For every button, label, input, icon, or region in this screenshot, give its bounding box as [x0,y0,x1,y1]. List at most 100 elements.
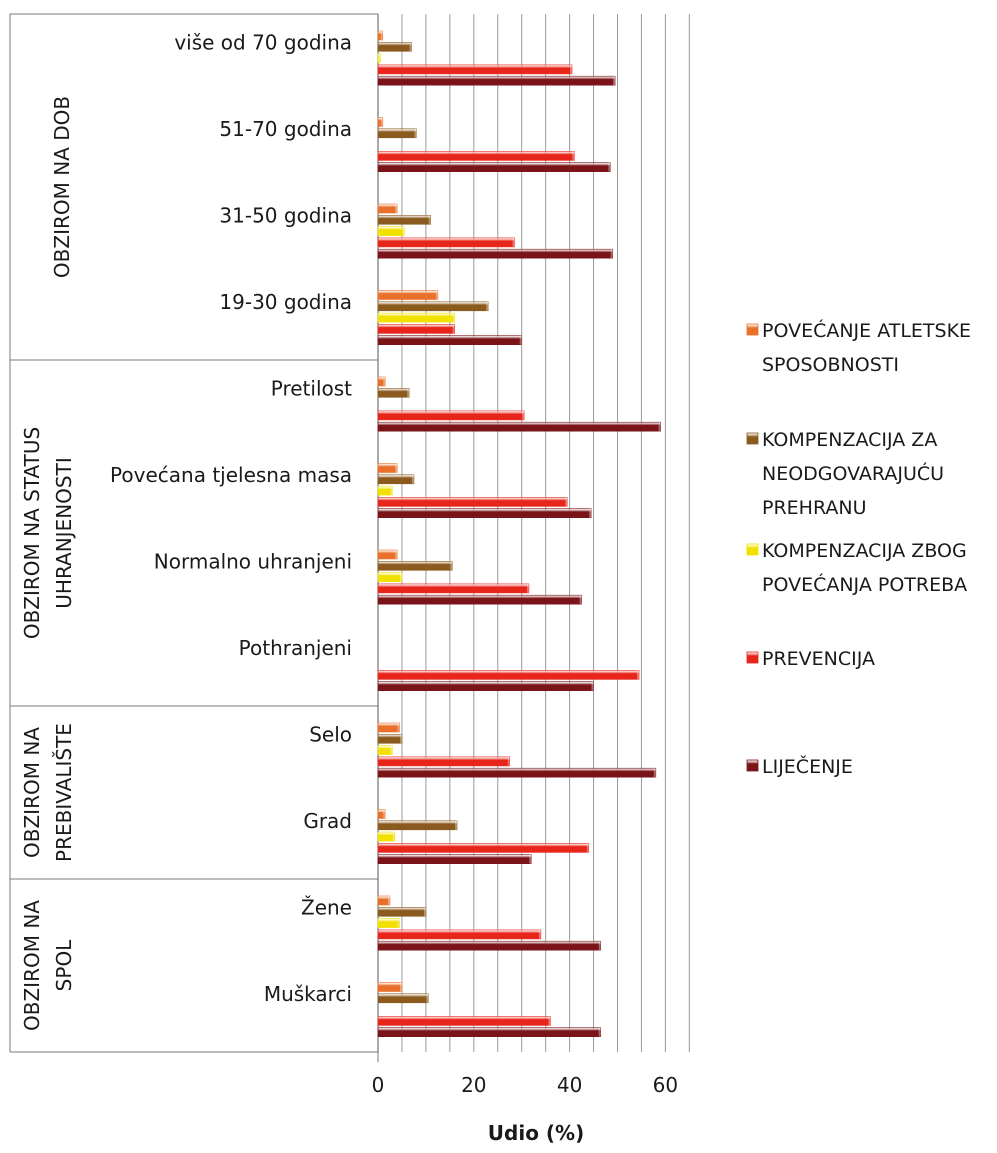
category-label-muskarci: Muškarci [264,982,352,1006]
bar-highlight [380,31,383,40]
bar-kompenzacija-za-neodgovarajucu-prehranu-31-50-godina [377,215,431,225]
bar-highlight [589,508,592,518]
bar-highlight [591,681,594,691]
group-label-obzirom-na-dob: OBZIROM NA DOB [50,96,74,278]
bar-highlight [526,583,529,593]
bar-kompenzacija-za-neodgovarajucu-prehranu-povecana-tjelesna-masa [377,474,415,485]
gridlines [377,14,690,1052]
category-label-zene: Žene [301,895,352,919]
bar-highlight [435,290,438,300]
bar-prevencija-19-30-godina [377,324,455,334]
bar-povecanje-atletske-sposobnosti-selo [377,722,400,733]
bar-kompenzacija-zbog-povecanja-potreba-31-50-godina [377,226,405,236]
bar-povecanje-atletske-sposobnosti-51-70-godina [377,117,384,127]
bar-lijecenje-pothranjeni [377,681,594,692]
bar-povecanje-atletske-sposobnosti-povecana-tjelesna-masa [377,463,398,473]
bar-highlight [522,410,525,420]
category-label-selo: Selo [309,722,352,746]
bar-highlight [450,561,453,571]
category-label-normalno-uhranjeni: Normalno uhranjeni [154,549,352,573]
bar-highlight [414,128,417,138]
bar-lijecenje-pretilost [377,421,661,432]
bar-kompenzacija-zbog-povecanja-potreba-19-30-godina [377,312,455,323]
bar-highlight [608,162,611,172]
bar-highlight [572,151,575,161]
bar-highlight [486,301,489,311]
bar-prevencija-povecana-tjelesna-masa [377,497,568,507]
bar-povecanje-atletske-sposobnosti-vise-od-70-godina [377,30,384,41]
bar-highlight [637,670,640,680]
category-labels: više od 70 godina 51-70 godina 31-50 godin… [110,30,352,1006]
bar-highlight [402,226,405,236]
category-label-pothranjeni: Pothranjeni [239,636,352,660]
legend-label-kompenzacija-za-neodgovarajucu-prehranu: KOMPENZACIJA ZA NEODGOVARAJUĆU PREHRANU [762,429,944,519]
legend-swatch-kompenzacija-zbog-povecanja-potreba [746,543,759,556]
bar-prevencija-zene [377,929,542,940]
group-label-obzirom-na-status-uhranjenosti: OBZIROM NA STATUS UHRANJENOSTI [20,427,76,639]
category-label-vise-od-70-godina: više od 70 godina [174,30,352,54]
bar-highlight [452,324,455,334]
legend-swatch-povecanje-atletske-sposobnosti [746,323,759,336]
bar-highlight [411,474,414,484]
x-tick-label: 40 [557,1073,582,1097]
bar-highlight [529,854,532,864]
bar-lijecenje-vise-od-70-godina [377,75,616,86]
bar-highlight [512,237,515,247]
x-axis: 0 20 40 60 Udio (%) [372,1073,678,1145]
bar-highlight [565,497,568,507]
category-label-grad: Grad [303,809,352,833]
bar-highlight [399,734,402,744]
bar-highlight [383,377,386,386]
bar-kompenzacija-za-neodgovarajucu-prehranu-pretilost [377,387,410,398]
group-label-obzirom-na-prebivaliste: OBZIROM NA PREBIVALIŠTE [20,723,76,862]
group-labels: OBZIROM NA DOB OBZIROM NA STATUS UHRANJENO… [20,96,76,1031]
bar-highlight [380,117,383,127]
bar-highlight [390,486,393,496]
bar-highlight [409,42,412,52]
bar-kompenzacija-za-neodgovarajucu-prehranu-grad [377,820,458,831]
bar-prevencija-pretilost [377,410,525,421]
bar-lijecenje-31-50-godina [377,248,614,259]
bar-highlight [395,463,398,473]
bar-highlight [610,249,613,259]
x-tick-label: 0 [372,1073,385,1097]
bar-highlight [390,745,393,755]
legend-label-kompenzacija-zbog-povecanja-potreba: KOMPENZACIJA ZBOG POVEĆANJA POTREBA [762,540,967,596]
bar-highlight [397,918,400,928]
category-label-povecana-tjelesna-masa: Povećana tjelesna masa [110,463,352,487]
bar-povecanje-atletske-sposobnosti-grad [377,809,386,819]
bar-highlight [399,982,402,992]
bar-lijecenje-selo [377,767,657,778]
bar-prevencija-grad [377,843,590,853]
bar-lijecenje-grad [377,854,532,865]
legend-swatch-lijecenje [746,759,759,772]
bar-highlight [613,76,616,86]
bar-povecanje-atletske-sposobnosti-muskarci [377,982,403,992]
bar-kompenzacija-zbog-povecanja-potreba-vise-od-70-godina [377,53,381,63]
bar-kompenzacija-za-neodgovarajucu-prehranu-19-30-godina [377,301,489,312]
bar-lijecenje-zene [377,940,602,951]
bar-highlight [452,313,455,323]
bar-lijecenje-muskarci [377,1027,602,1037]
bar-highlight [387,896,390,905]
bar-highlight [658,422,661,432]
bar-highlight [598,1027,601,1037]
x-axis-title: Udio (%) [488,1121,584,1145]
bar-lijecenje-normalno-uhranjeni [377,594,582,605]
bar-kompenzacija-za-neodgovarajucu-prehranu-selo [377,733,403,744]
bar-highlight [519,335,522,345]
bar-highlight [538,929,541,939]
bar-highlight [598,941,601,951]
bar-kompenzacija-za-neodgovarajucu-prehranu-normalno-uhranjeni [377,560,453,571]
bar-highlight [426,993,429,1003]
group-label-obzirom-na-spol: OBZIROM NA SPOL [20,900,76,1031]
bar-povecanje-atletske-sposobnosti-zene [377,895,391,906]
bar-povecanje-atletske-sposobnosti-pretilost [377,376,386,387]
legend-label-povecanje-atletske-sposobnosti: POVEĆANJE ATLETSKE SPOSOBNOSTI [762,318,971,376]
category-label-51-70-godina: 51-70 godina [219,117,352,141]
bar-prevencija-51-70-godina [377,151,575,161]
bar-povecanje-atletske-sposobnosti-31-50-godina [377,203,398,214]
legend-swatch-prevencija [746,651,759,664]
